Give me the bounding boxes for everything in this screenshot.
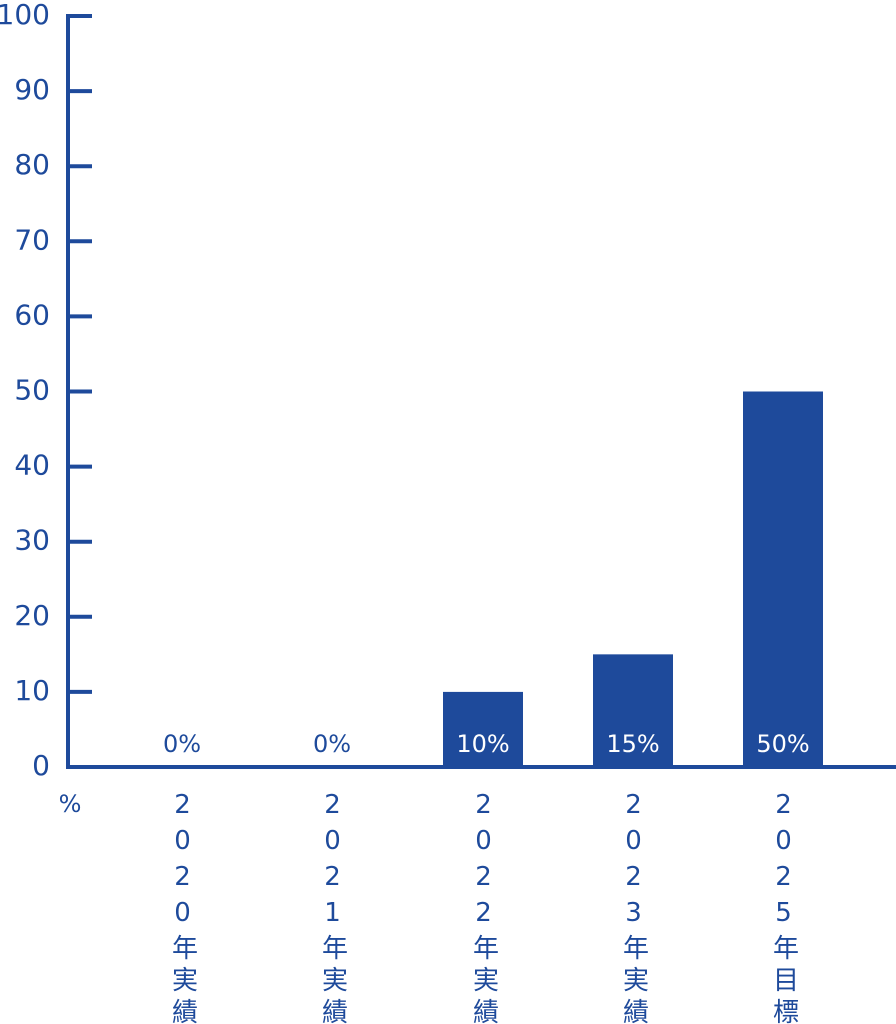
y-tick-label: 100 (0, 0, 50, 31)
x-tick-label: 2025年目標 (769, 790, 799, 1024)
y-tick-label: 10 (14, 674, 50, 707)
y-tick-label: 50 (14, 374, 50, 407)
unit-label: % (59, 790, 82, 818)
y-tick-label: 70 (14, 223, 50, 256)
value-label: 50% (756, 730, 809, 758)
value-label: 15% (606, 730, 659, 758)
y-tick-label: 60 (14, 298, 50, 331)
bar (593, 654, 673, 767)
bar (443, 691, 523, 767)
y-tick-label: 40 (14, 449, 50, 482)
x-tick-label: 2021年実績 (318, 790, 348, 1024)
y-tick-label: 30 (14, 524, 50, 557)
value-label: 0% (163, 730, 201, 758)
x-tick-label: 2020年実績 (168, 790, 198, 1024)
y-tick-label: 80 (14, 148, 50, 181)
y-tick-label: 20 (14, 599, 50, 632)
x-tick-label: 2022年実績 (469, 790, 499, 1024)
value-label: 10% (456, 730, 509, 758)
y-tick-label: 0 (32, 749, 50, 782)
value-label: 0% (313, 730, 351, 758)
x-tick-label: 2023年実績 (619, 790, 649, 1024)
bar (743, 391, 823, 767)
y-tick-label: 90 (14, 73, 50, 106)
